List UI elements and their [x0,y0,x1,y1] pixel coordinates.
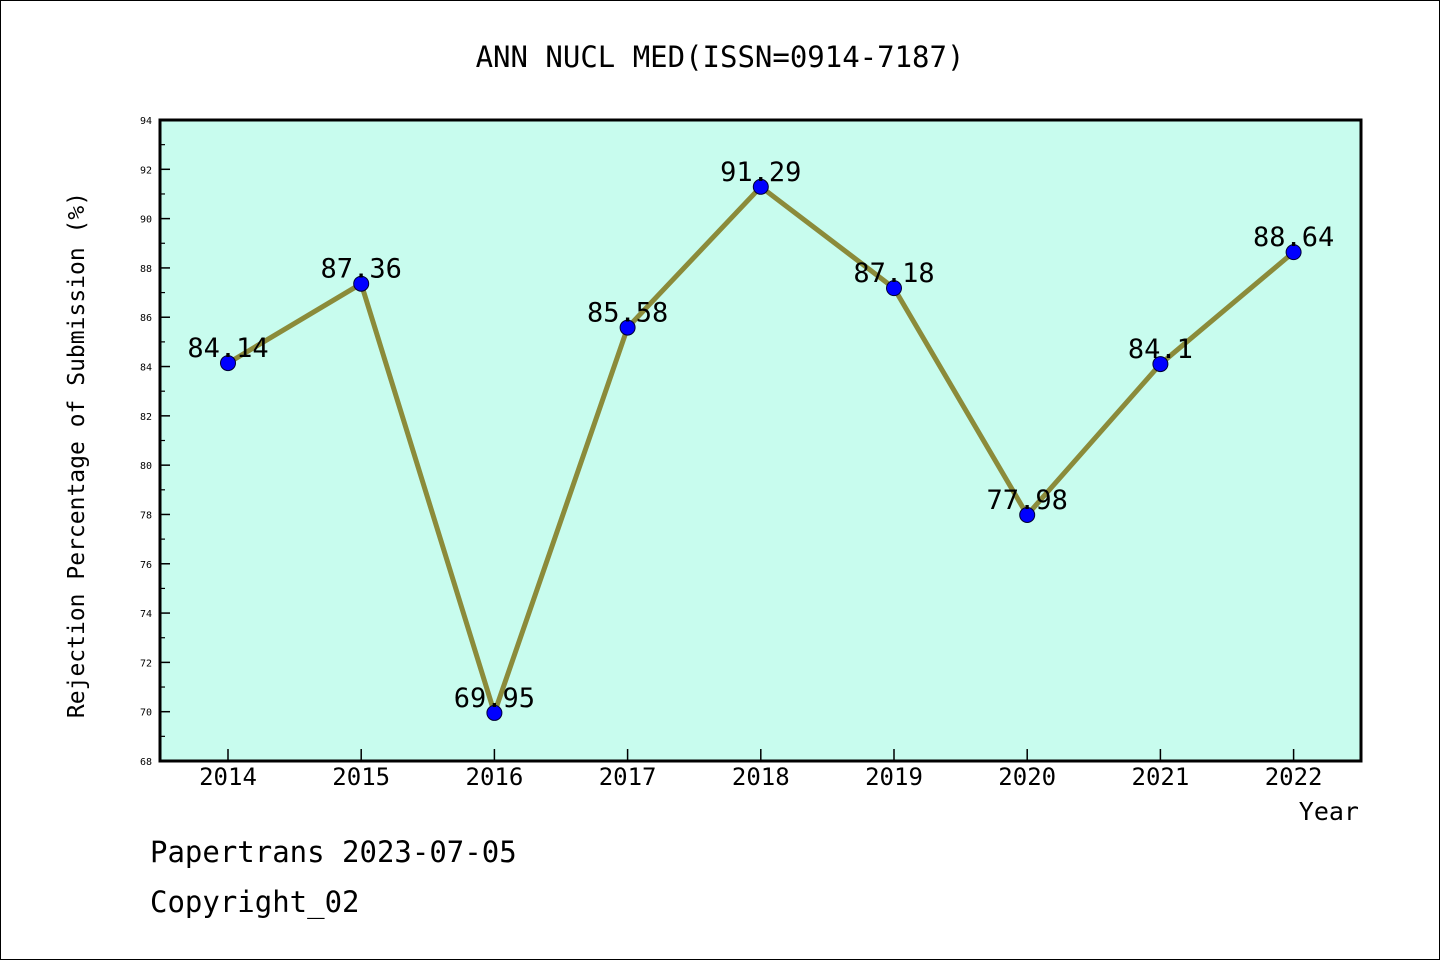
x-tick-label: 2019 [865,763,923,791]
y-tick-label: 74 [140,609,152,620]
data-point-2021 [1152,356,1169,373]
y-tick-label: 76 [140,560,152,571]
data-point-2015 [353,275,370,292]
footer-copyright: Copyright_02 [150,885,360,919]
x-tick-label: 2022 [1265,763,1323,791]
data-point-2018 [752,178,769,195]
x-tick-label: 2017 [599,763,657,791]
x-tick-label: 2015 [332,763,390,791]
x-tick-label: 2018 [732,763,790,791]
y-tick-label: 78 [140,510,152,521]
x-tick-label: 2014 [199,763,257,791]
y-tick-label: 86 [140,313,152,324]
data-point-2022 [1285,244,1302,261]
data-label-2022: 88.64 [1253,222,1334,253]
x-axis: 2014 2015 2016 2017 2018 2019 2020 2021 2022 [199,749,1322,791]
footer-date: Papertrans 2023-07-05 [150,835,517,869]
x-tick-label: 2020 [998,763,1056,791]
x-axis-label: Year [1299,797,1359,826]
y-tick-label: 80 [140,461,152,472]
y-axis: 68 70 72 74 76 78 80 82 84 86 88 90 92 94 [140,116,170,768]
data-point-2016 [486,704,503,721]
data-label-2021: 84.1 [1128,334,1193,365]
y-axis-label: Rejection Percentage of Submission (%) [64,192,90,718]
y-tick-label: 84 [140,363,152,374]
data-label-2019: 87.18 [853,258,934,289]
plot-area [158,118,1363,763]
y-tick-label: 92 [140,165,152,176]
y-tick-label: 88 [140,264,152,275]
data-labels: 84.14 87.36 69.95 85.58 91.29 87.18 77.98 84.1 8… [187,157,1334,714]
data-point-2019 [886,280,902,297]
data-label-2015: 87.36 [321,254,402,285]
data-label-2016: 69.95 [454,683,535,714]
y-tick-label: 70 [140,708,152,719]
series-markers [220,178,1302,721]
data-label-2014: 84.14 [187,333,268,364]
data-label-2018: 91.29 [720,157,801,188]
data-point-2020 [1019,506,1036,523]
data-point-2017 [619,319,636,336]
y-tick-label: 82 [140,412,152,423]
y-tick-label: 90 [140,215,152,226]
chart-title: ANN NUCL MED(ISSN=0914-7187) [476,40,965,74]
x-tick-label: 2021 [1132,763,1190,791]
y-tick-label: 72 [140,658,152,669]
data-label-2017: 85.58 [587,298,668,329]
y-tick-label: 94 [140,116,152,127]
x-tick-label: 2016 [466,763,524,791]
data-point-2014 [220,355,236,372]
y-tick-label: 68 [140,757,152,768]
data-label-2020: 77.98 [987,485,1068,516]
